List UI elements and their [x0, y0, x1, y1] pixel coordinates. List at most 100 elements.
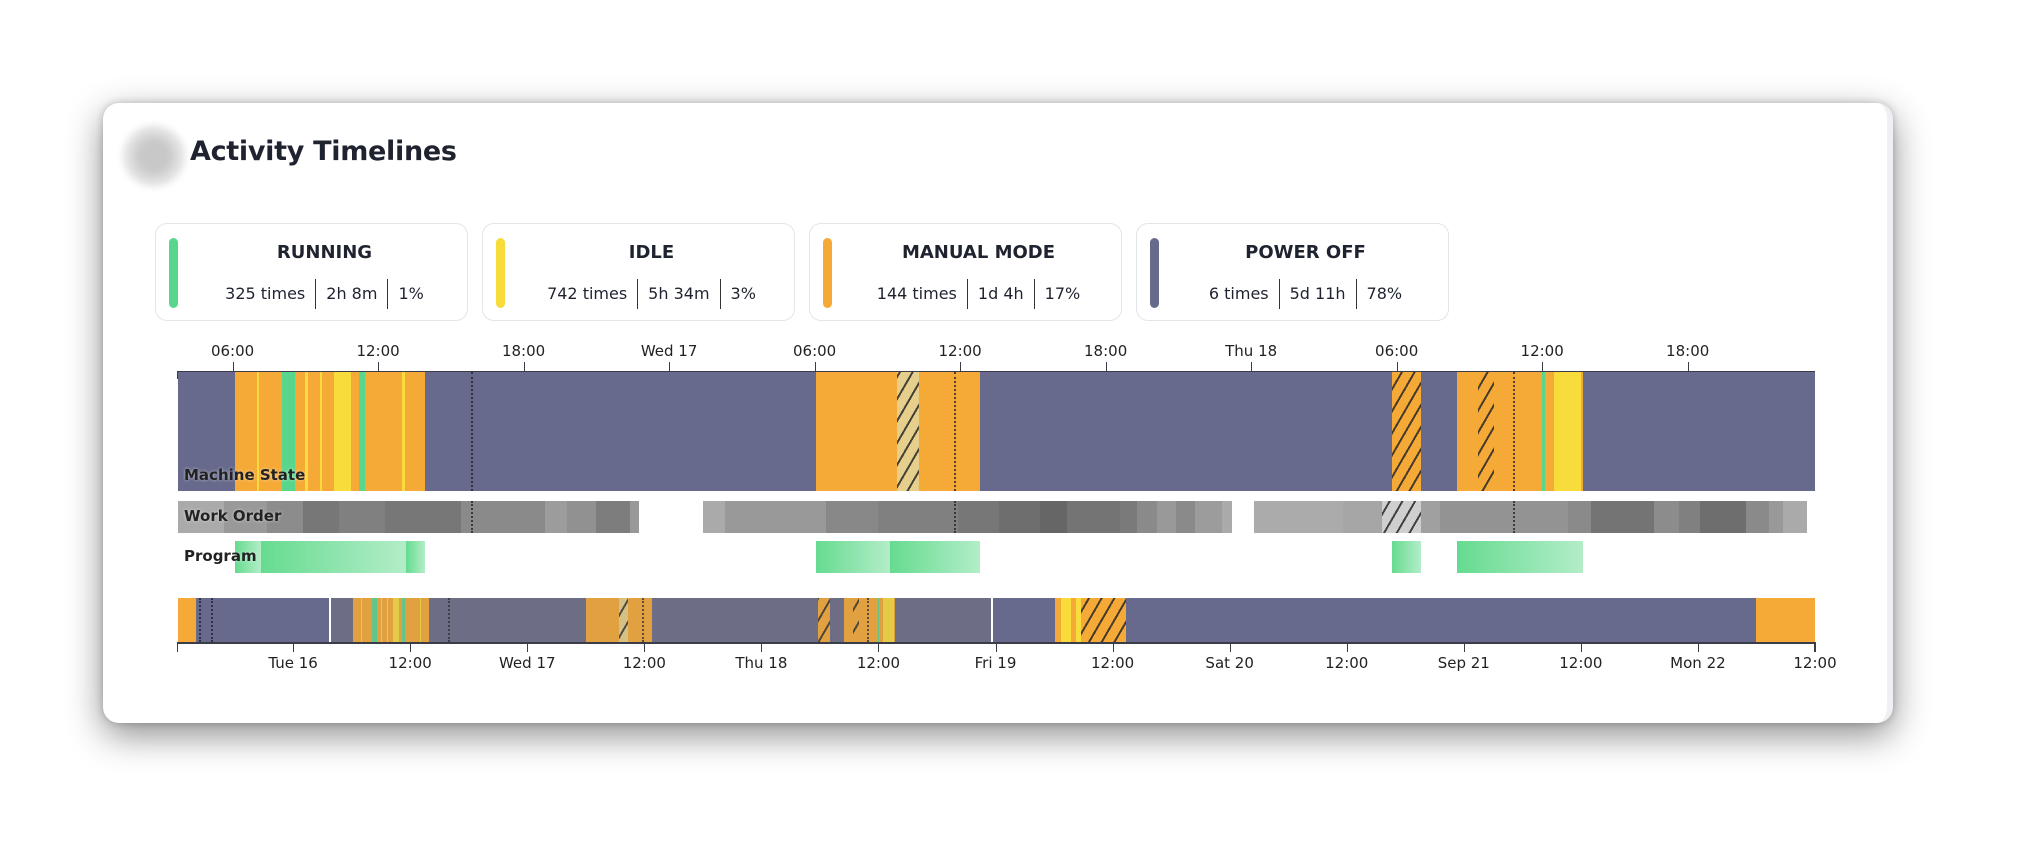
- state-segment-manual[interactable]: [376, 598, 381, 642]
- state-segment-running[interactable]: [878, 598, 880, 642]
- program-timeline[interactable]: [178, 541, 1815, 573]
- work-order-segment[interactable]: [596, 501, 631, 533]
- state-segment-idle[interactable]: [380, 598, 382, 642]
- state-segment-manual[interactable]: [352, 598, 362, 642]
- work-order-segment[interactable]: [1653, 501, 1680, 533]
- work-order-segment[interactable]: [224, 501, 267, 533]
- summary-card-idle[interactable]: IDLE 742 times 5h 34m 3%: [482, 223, 795, 321]
- state-segment-manual[interactable]: [307, 372, 320, 491]
- state-segment-idle[interactable]: [305, 372, 308, 491]
- state-segment-running[interactable]: [371, 598, 377, 642]
- work-order-segment[interactable]: [1382, 501, 1421, 533]
- state-segment-running[interactable]: [1542, 372, 1545, 491]
- navigator-brush-selection[interactable]: [330, 598, 992, 642]
- work-order-segment[interactable]: [825, 501, 878, 533]
- work-order-segment[interactable]: [1567, 501, 1591, 533]
- work-order-segment[interactable]: [1679, 501, 1700, 533]
- state-segment-idle[interactable]: [402, 372, 405, 491]
- state-segment-idle[interactable]: [1554, 372, 1581, 491]
- state-segment-manual[interactable]: [259, 372, 283, 491]
- work-order-segment[interactable]: [724, 501, 826, 533]
- work-order-segment[interactable]: [1253, 501, 1344, 533]
- state-segment-manual[interactable]: [844, 598, 853, 642]
- program-segment[interactable]: [889, 541, 980, 573]
- state-segment-manual[interactable]: [1477, 372, 1494, 491]
- work-order-segment[interactable]: [1195, 501, 1223, 533]
- state-segment-manual[interactable]: [381, 598, 387, 642]
- state-segment-idle[interactable]: [1076, 598, 1082, 642]
- work-order-segment[interactable]: [178, 501, 225, 533]
- work-order-segment[interactable]: [1040, 501, 1067, 533]
- brush-handle-left[interactable]: [329, 598, 332, 642]
- state-segment-manual[interactable]: [1070, 598, 1077, 642]
- state-segment-running[interactable]: [282, 372, 295, 491]
- work-order-segment[interactable]: [567, 501, 597, 533]
- state-segment-manual[interactable]: [1081, 598, 1127, 642]
- state-segment-idle[interactable]: [883, 598, 895, 642]
- state-segment-manual[interactable]: [1756, 598, 1815, 642]
- state-segment-manual[interactable]: [918, 372, 980, 491]
- state-segment-running[interactable]: [402, 598, 405, 642]
- state-segment-manual[interactable]: [817, 598, 830, 642]
- state-segment-manual[interactable]: [234, 372, 257, 491]
- work-order-segment[interactable]: [957, 501, 999, 533]
- machine-state-timeline[interactable]: [178, 372, 1815, 491]
- work-order-segment[interactable]: [630, 501, 640, 533]
- work-order-segment[interactable]: [1420, 501, 1441, 533]
- work-order-timeline[interactable]: [178, 501, 1815, 533]
- program-segment[interactable]: [234, 541, 261, 573]
- state-segment-running[interactable]: [358, 372, 365, 491]
- work-order-segment[interactable]: [1156, 501, 1176, 533]
- state-segment-manual[interactable]: [294, 372, 306, 491]
- program-segment[interactable]: [405, 541, 426, 573]
- work-order-segment[interactable]: [1699, 501, 1746, 533]
- work-order-segment[interactable]: [877, 501, 958, 533]
- work-order-segment[interactable]: [1120, 501, 1138, 533]
- work-order-segment[interactable]: [998, 501, 1041, 533]
- state-segment-manual[interactable]: [627, 598, 653, 642]
- work-order-segment[interactable]: [1783, 501, 1807, 533]
- program-segment[interactable]: [260, 541, 406, 573]
- state-segment-idle_faded[interactable]: [897, 372, 919, 491]
- program-segment[interactable]: [1391, 541, 1421, 573]
- work-order-segment[interactable]: [1175, 501, 1196, 533]
- state-segment-manual[interactable]: [178, 598, 196, 642]
- work-order-segment[interactable]: [545, 501, 568, 533]
- work-order-segment[interactable]: [1222, 501, 1232, 533]
- state-segment-manual[interactable]: [362, 598, 372, 642]
- state-segment-idle[interactable]: [361, 598, 363, 642]
- state-segment-manual[interactable]: [1580, 372, 1584, 491]
- state-segment-idle[interactable]: [392, 598, 400, 642]
- state-segment-manual[interactable]: [1493, 372, 1543, 491]
- navigator-timeline[interactable]: [178, 598, 1815, 642]
- state-segment-manual[interactable]: [364, 372, 403, 491]
- state-segment-manual[interactable]: [1457, 372, 1478, 491]
- state-segment-idle[interactable]: [256, 372, 260, 491]
- work-order-segment[interactable]: [1745, 501, 1769, 533]
- state-segment-manual[interactable]: [404, 372, 426, 491]
- work-order-segment[interactable]: [1066, 501, 1121, 533]
- state-segment-manual[interactable]: [852, 598, 859, 642]
- state-segment-idle[interactable]: [1060, 598, 1071, 642]
- state-segment-idle[interactable]: [319, 372, 323, 491]
- state-segment-manual[interactable]: [387, 598, 393, 642]
- state-segment-manual[interactable]: [404, 598, 420, 642]
- work-order-segment[interactable]: [339, 501, 386, 533]
- brush-handle-right[interactable]: [990, 598, 993, 642]
- work-order-segment[interactable]: [302, 501, 340, 533]
- summary-card-manual[interactable]: MANUAL MODE 144 times 1d 4h 17%: [809, 223, 1122, 321]
- work-order-segment[interactable]: [703, 501, 725, 533]
- work-order-segment[interactable]: [1137, 501, 1157, 533]
- state-segment-manual[interactable]: [420, 598, 430, 642]
- state-segment-manual[interactable]: [894, 598, 896, 642]
- state-segment-manual[interactable]: [586, 598, 619, 642]
- work-order-segment[interactable]: [1343, 501, 1383, 533]
- summary-card-running[interactable]: RUNNING 325 times 2h 8m 1%: [155, 223, 468, 321]
- state-segment-idle[interactable]: [419, 598, 421, 642]
- program-segment[interactable]: [1457, 541, 1584, 573]
- state-segment-manual[interactable]: [816, 372, 898, 491]
- state-segment-manual[interactable]: [322, 372, 335, 491]
- work-order-segment[interactable]: [1590, 501, 1654, 533]
- work-order-segment[interactable]: [266, 501, 303, 533]
- state-segment-idle[interactable]: [386, 598, 388, 642]
